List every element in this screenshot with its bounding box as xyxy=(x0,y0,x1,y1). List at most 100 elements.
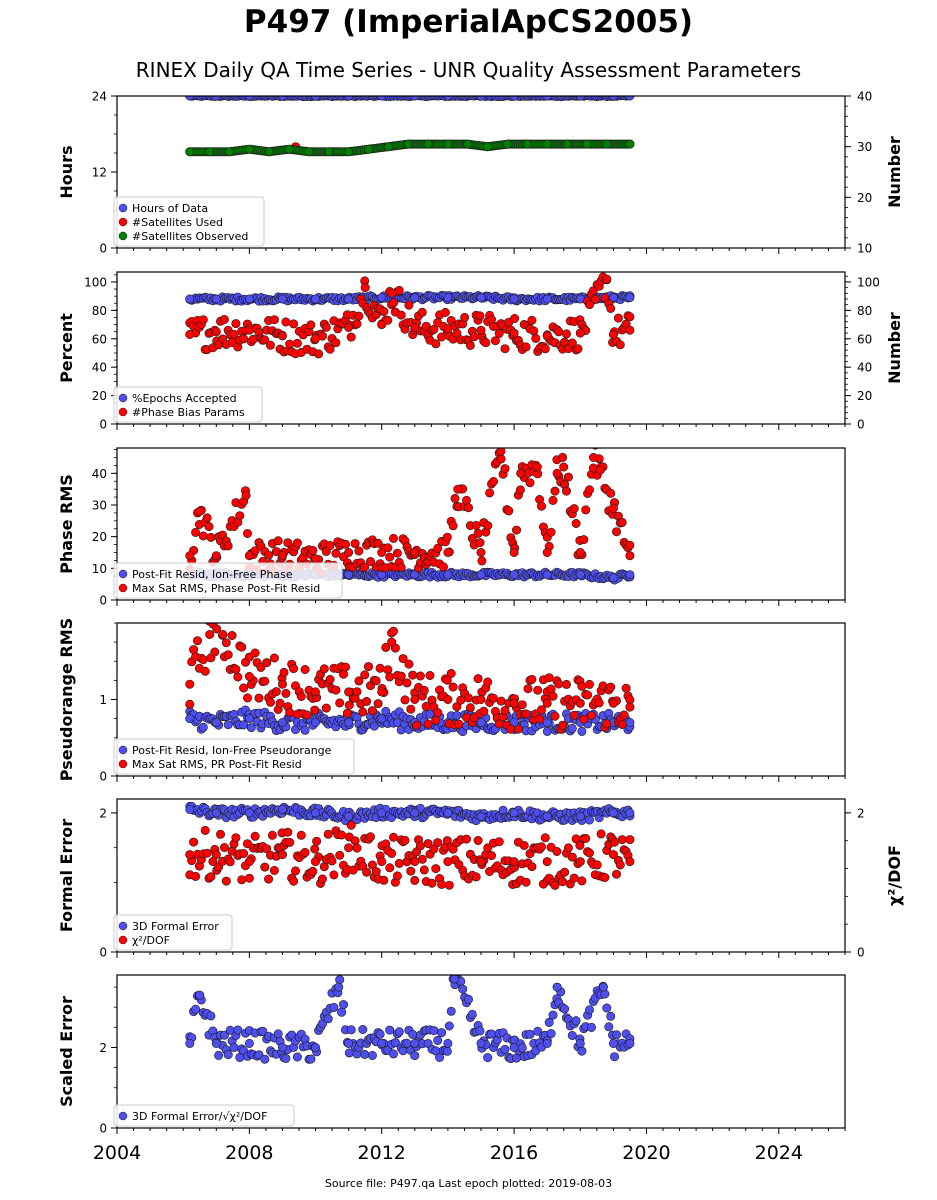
y-tick-label: 1 xyxy=(99,693,107,707)
data-point xyxy=(476,857,486,867)
data-point xyxy=(473,835,483,845)
legend-entry: Hours of Data xyxy=(132,202,208,215)
data-point xyxy=(292,1052,302,1062)
data-point xyxy=(329,870,339,880)
data-point xyxy=(371,867,381,877)
legend-marker xyxy=(118,569,128,579)
data-point xyxy=(433,838,443,848)
y-axis-label: Hours xyxy=(57,145,76,198)
series-points xyxy=(185,623,635,737)
data-point xyxy=(567,338,577,348)
data-point xyxy=(525,478,535,488)
data-point xyxy=(229,329,239,339)
data-point xyxy=(429,324,439,334)
data-point xyxy=(586,1022,596,1032)
data-point xyxy=(558,877,568,887)
data-point xyxy=(544,673,554,683)
data-point xyxy=(337,830,347,840)
data-point xyxy=(400,695,410,705)
series-blue xyxy=(185,290,635,306)
data-point xyxy=(221,876,231,886)
data-point xyxy=(546,1029,556,1039)
data-point xyxy=(452,328,462,338)
data-point xyxy=(211,327,221,337)
data-point xyxy=(438,562,448,572)
data-point xyxy=(185,714,195,724)
data-point xyxy=(509,857,519,867)
data-point xyxy=(617,835,627,845)
data-point xyxy=(500,705,510,715)
data-point xyxy=(425,670,435,680)
legend-marker xyxy=(118,935,128,945)
data-point xyxy=(225,147,235,157)
data-point xyxy=(453,484,463,494)
data-point xyxy=(579,714,589,724)
data-point xyxy=(476,811,486,821)
data-point xyxy=(383,543,393,553)
data-point xyxy=(460,312,470,322)
data-point xyxy=(506,724,516,734)
legend-marker xyxy=(118,231,128,241)
y2-tick-label: 60 xyxy=(857,332,872,346)
data-point xyxy=(410,293,420,303)
data-point xyxy=(244,325,254,335)
data-point xyxy=(200,825,210,835)
data-point xyxy=(310,705,320,715)
data-point xyxy=(379,875,389,885)
data-point xyxy=(483,521,493,531)
data-point xyxy=(258,1026,268,1036)
data-point xyxy=(621,683,631,693)
data-point xyxy=(575,570,585,580)
data-point xyxy=(540,344,550,354)
data-point xyxy=(517,1043,527,1053)
data-point xyxy=(219,1030,229,1040)
data-point xyxy=(198,315,208,325)
data-point xyxy=(509,570,519,580)
x-tick-label: 2008 xyxy=(225,1142,273,1164)
data-point xyxy=(211,551,221,561)
data-point xyxy=(611,1030,621,1040)
data-point xyxy=(443,293,453,303)
data-point xyxy=(264,874,274,884)
data-point xyxy=(536,705,546,715)
data-point xyxy=(542,294,552,304)
data-point xyxy=(218,629,228,639)
data-point xyxy=(596,829,606,839)
data-point xyxy=(625,551,635,561)
data-point xyxy=(354,546,364,556)
data-point xyxy=(223,1050,233,1060)
data-point xyxy=(185,551,195,561)
legend-marker xyxy=(118,583,128,593)
data-point xyxy=(584,300,594,310)
data-point xyxy=(191,871,201,881)
data-point xyxy=(233,672,243,682)
data-point xyxy=(310,554,320,564)
data-point xyxy=(388,832,398,842)
data-point xyxy=(625,857,635,867)
data-point xyxy=(476,293,486,303)
legend-marker xyxy=(118,745,128,755)
data-point xyxy=(390,1038,400,1048)
data-point xyxy=(536,842,546,852)
data-point xyxy=(260,335,270,345)
data-point xyxy=(535,714,545,724)
y-axis-label: Scaled Error xyxy=(57,996,76,1107)
data-point xyxy=(475,1026,485,1036)
data-point xyxy=(223,541,233,551)
data-point xyxy=(340,539,350,549)
data-point xyxy=(211,294,221,304)
data-point xyxy=(244,808,254,818)
data-point xyxy=(485,488,495,498)
data-point xyxy=(548,495,558,505)
data-point xyxy=(325,344,335,354)
y-tick-label: 20 xyxy=(92,389,107,403)
y-tick-label: 0 xyxy=(99,1122,107,1136)
series-points xyxy=(185,801,635,890)
data-point xyxy=(292,338,302,348)
data-point xyxy=(511,525,521,535)
legend-box xyxy=(113,1104,295,1127)
data-point xyxy=(369,721,379,731)
